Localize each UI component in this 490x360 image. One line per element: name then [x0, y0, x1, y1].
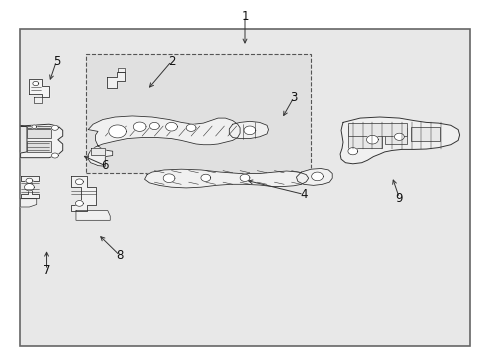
Polygon shape: [118, 68, 125, 72]
Polygon shape: [149, 122, 159, 130]
Polygon shape: [296, 168, 332, 185]
Text: 4: 4: [300, 188, 308, 201]
Polygon shape: [29, 79, 49, 97]
Polygon shape: [71, 176, 96, 211]
Polygon shape: [340, 117, 460, 164]
Polygon shape: [21, 124, 63, 158]
Polygon shape: [145, 169, 309, 188]
Polygon shape: [348, 148, 358, 155]
Bar: [27, 126, 51, 128]
Text: 1: 1: [241, 10, 249, 23]
Polygon shape: [163, 174, 175, 183]
Polygon shape: [394, 133, 404, 140]
Polygon shape: [51, 153, 58, 158]
Text: 8: 8: [116, 249, 124, 262]
Bar: [411, 127, 440, 141]
Bar: [27, 129, 51, 138]
Polygon shape: [186, 124, 196, 131]
Bar: [348, 126, 382, 148]
Bar: [385, 128, 407, 144]
Polygon shape: [91, 148, 105, 155]
Polygon shape: [166, 122, 177, 131]
Polygon shape: [133, 122, 146, 131]
Polygon shape: [34, 97, 42, 103]
Text: 3: 3: [290, 91, 298, 104]
Polygon shape: [75, 201, 83, 206]
Polygon shape: [26, 178, 33, 183]
Polygon shape: [109, 125, 126, 138]
Polygon shape: [21, 199, 37, 207]
Polygon shape: [75, 179, 83, 185]
Polygon shape: [367, 135, 378, 144]
Polygon shape: [21, 176, 39, 198]
Polygon shape: [240, 174, 250, 181]
Bar: [27, 141, 51, 152]
Polygon shape: [33, 81, 39, 86]
Polygon shape: [312, 172, 323, 181]
Polygon shape: [24, 184, 34, 191]
Polygon shape: [76, 211, 110, 220]
Polygon shape: [201, 174, 211, 181]
Polygon shape: [229, 121, 269, 139]
Polygon shape: [51, 125, 58, 130]
Polygon shape: [244, 126, 256, 135]
Bar: [348, 123, 407, 136]
Polygon shape: [88, 116, 240, 166]
Text: 7: 7: [43, 264, 50, 276]
Text: 2: 2: [168, 55, 175, 68]
Bar: [20, 29, 470, 346]
Text: 9: 9: [395, 192, 403, 204]
Polygon shape: [32, 125, 37, 129]
Text: 5: 5: [52, 55, 60, 68]
Polygon shape: [107, 72, 125, 88]
Bar: [86, 54, 311, 173]
Text: 6: 6: [101, 159, 109, 172]
